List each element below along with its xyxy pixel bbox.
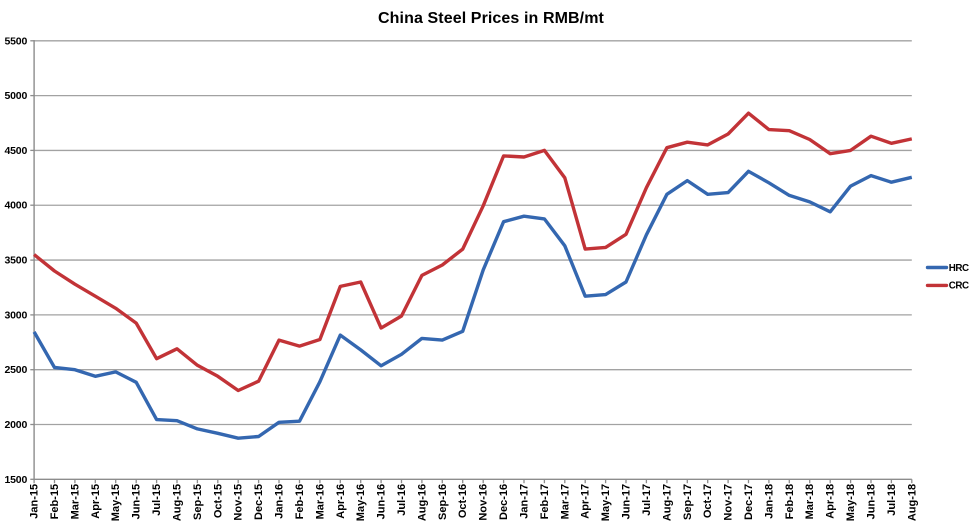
svg-text:Dec-16: Dec-16 — [498, 484, 510, 520]
svg-text:2500: 2500 — [5, 364, 28, 376]
svg-text:Apr-17: Apr-17 — [580, 484, 592, 519]
svg-text:Nov-17: Nov-17 — [723, 484, 735, 521]
svg-text:Apr-15: Apr-15 — [90, 484, 102, 519]
svg-text:Jul-15: Jul-15 — [151, 484, 163, 516]
svg-text:Aug-17: Aug-17 — [661, 484, 673, 521]
svg-text:Jan-17: Jan-17 — [519, 484, 531, 519]
svg-text:Sep-15: Sep-15 — [192, 484, 204, 520]
svg-text:5500: 5500 — [5, 35, 28, 47]
svg-text:Aug-15: Aug-15 — [172, 484, 184, 521]
svg-text:1500: 1500 — [5, 474, 28, 486]
svg-text:Jan-16: Jan-16 — [274, 484, 286, 519]
svg-text:Oct-15: Oct-15 — [212, 484, 224, 518]
svg-text:Feb-17: Feb-17 — [539, 484, 551, 519]
svg-text:Mar-18: Mar-18 — [804, 484, 816, 519]
svg-text:Feb-18: Feb-18 — [784, 484, 796, 519]
svg-text:Dec-15: Dec-15 — [253, 484, 265, 520]
svg-text:Feb-16: Feb-16 — [294, 484, 306, 519]
svg-text:China Steel Prices in RMB/mt: China Steel Prices in RMB/mt — [378, 10, 605, 27]
svg-text:May-16: May-16 — [355, 484, 367, 521]
svg-text:May-18: May-18 — [845, 484, 857, 521]
svg-text:CRC: CRC — [949, 281, 969, 292]
svg-text:4000: 4000 — [5, 200, 28, 212]
svg-text:Jun-16: Jun-16 — [376, 484, 388, 519]
svg-text:Jun-18: Jun-18 — [866, 484, 878, 519]
svg-text:Jul-18: Jul-18 — [886, 484, 898, 516]
svg-text:3000: 3000 — [5, 309, 28, 321]
svg-text:3500: 3500 — [5, 255, 28, 267]
svg-text:Sep-17: Sep-17 — [682, 484, 694, 520]
svg-text:Oct-16: Oct-16 — [457, 484, 469, 518]
svg-text:4500: 4500 — [5, 145, 28, 157]
svg-text:Sep-16: Sep-16 — [437, 484, 449, 520]
svg-text:Oct-17: Oct-17 — [702, 484, 714, 518]
svg-text:Apr-16: Apr-16 — [335, 484, 347, 519]
svg-text:Dec-17: Dec-17 — [743, 484, 755, 520]
svg-text:HRC: HRC — [949, 263, 969, 274]
svg-text:Jun-17: Jun-17 — [621, 484, 633, 519]
svg-text:Aug-18: Aug-18 — [906, 484, 918, 521]
svg-text:Jul-17: Jul-17 — [641, 484, 653, 516]
svg-text:Nov-15: Nov-15 — [233, 484, 245, 521]
svg-text:Jul-16: Jul-16 — [396, 484, 408, 516]
svg-text:Mar-17: Mar-17 — [559, 484, 571, 519]
svg-text:Nov-16: Nov-16 — [478, 484, 490, 521]
svg-text:May-17: May-17 — [600, 484, 612, 521]
svg-text:Mar-16: Mar-16 — [314, 484, 326, 519]
svg-text:Jun-15: Jun-15 — [131, 484, 143, 519]
svg-text:5000: 5000 — [5, 90, 28, 102]
svg-text:Aug-16: Aug-16 — [416, 484, 428, 521]
svg-text:May-15: May-15 — [110, 484, 122, 521]
svg-text:Apr-18: Apr-18 — [825, 484, 837, 519]
svg-text:Jan-18: Jan-18 — [763, 484, 775, 519]
svg-text:Jan-15: Jan-15 — [29, 484, 41, 519]
svg-text:Mar-15: Mar-15 — [69, 484, 81, 519]
svg-text:2000: 2000 — [5, 419, 28, 431]
svg-text:Feb-15: Feb-15 — [49, 484, 61, 519]
